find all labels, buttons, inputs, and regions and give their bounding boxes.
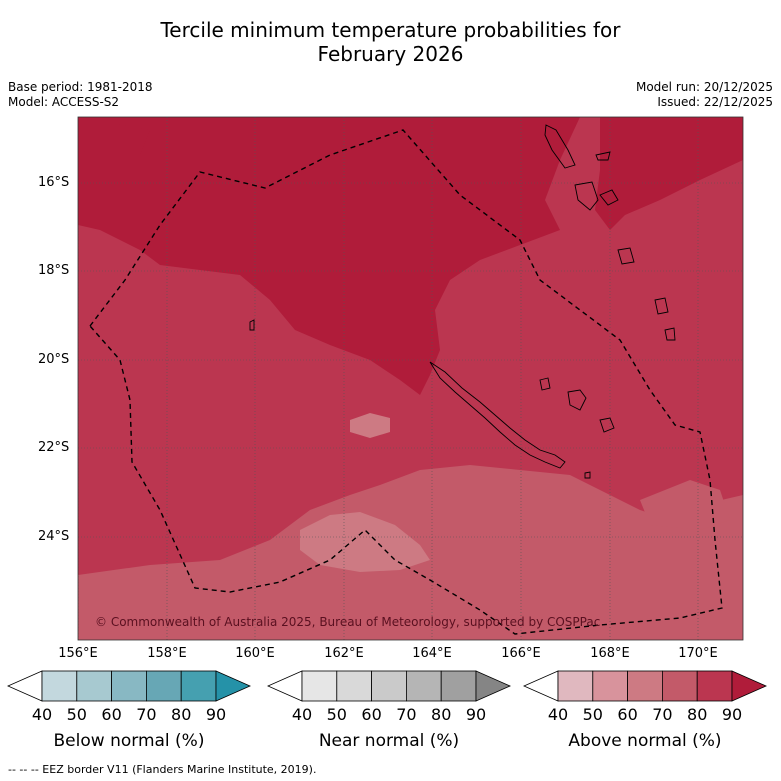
model-run-text: Model run: 20/12/2025 bbox=[635, 80, 773, 94]
colorbar-tick-label: 40 bbox=[31, 705, 53, 724]
latitude-label: 22°S bbox=[38, 440, 70, 455]
colorbar-segment bbox=[627, 670, 663, 702]
title-line-2: February 2026 bbox=[317, 42, 464, 66]
eez-legend-note: -- -- -- EEZ border V11 (Flanders Marine… bbox=[8, 763, 317, 776]
colorbar-max-extension bbox=[215, 670, 251, 702]
probability-field-90 bbox=[78, 117, 580, 395]
latitude-label: 24°S bbox=[38, 529, 70, 544]
vanuatu-efate bbox=[599, 189, 619, 206]
probability-field-90-east bbox=[595, 117, 743, 230]
colorbar-tick-label: 50 bbox=[66, 705, 87, 724]
colorbar-title: Above normal (%) bbox=[568, 731, 722, 751]
colorbar-tick-label: 80 bbox=[687, 705, 708, 724]
new-caledonia-outline bbox=[429, 361, 566, 469]
vanuatu-tanna bbox=[654, 297, 669, 315]
vanuatu-erromango bbox=[617, 247, 635, 265]
map-panel bbox=[78, 117, 743, 640]
loyalty-island-mare bbox=[599, 417, 615, 433]
colorbar-segment bbox=[557, 670, 594, 702]
colorbar-tick-label: 80 bbox=[171, 705, 192, 724]
longitude-label: 166°E bbox=[501, 646, 541, 661]
colorbar-min-extension bbox=[523, 670, 559, 702]
colorbar-segment bbox=[440, 670, 477, 702]
colorbar-title: Below normal (%) bbox=[53, 731, 205, 751]
colorbar-max-extension bbox=[731, 670, 767, 702]
latitude-label: 16°S bbox=[38, 175, 70, 190]
colorbar-segment bbox=[371, 670, 407, 702]
colorbar-tick-label: 90 bbox=[721, 705, 743, 724]
walpole-island bbox=[584, 471, 591, 479]
graticule bbox=[78, 117, 743, 640]
colorbar-tick-label: 70 bbox=[136, 705, 157, 724]
longitude-label: 156°E bbox=[58, 646, 98, 661]
colorbar-min-extension bbox=[267, 670, 303, 702]
colorbar-segment bbox=[592, 670, 628, 702]
issued-text: Issued: 22/12/2025 bbox=[657, 95, 773, 109]
vanuatu-espiritu-santo bbox=[544, 124, 576, 169]
colorbar-tick-label: 70 bbox=[652, 705, 673, 724]
probability-field-70-patch bbox=[640, 480, 730, 530]
longitude-label: 168°E bbox=[590, 646, 630, 661]
base-period-text: Base period: 1981-2018 bbox=[8, 80, 153, 94]
loyalty-island-lifou bbox=[567, 389, 587, 411]
colorbar-title: Near normal (%) bbox=[318, 731, 460, 751]
colorbar-near-normal bbox=[267, 670, 511, 702]
colorbar-tick-label: 90 bbox=[465, 705, 487, 724]
map-frame bbox=[77, 116, 744, 641]
latitude-label: 18°S bbox=[38, 263, 70, 278]
longitude-label: 164°E bbox=[412, 646, 452, 661]
vanuatu-aneityum bbox=[664, 327, 676, 341]
colorbar-segment bbox=[111, 670, 147, 702]
colorbar-segment bbox=[696, 670, 733, 702]
longitude-label: 160°E bbox=[235, 646, 275, 661]
longitude-label: 158°E bbox=[147, 646, 187, 661]
eez-border bbox=[89, 129, 723, 635]
colorbar-tick-label: 40 bbox=[291, 705, 313, 724]
colorbar-above-normal bbox=[523, 670, 767, 702]
colorbar-segment bbox=[41, 670, 78, 702]
colorbar-tick-label: 40 bbox=[547, 705, 569, 724]
colorbar-segment bbox=[301, 670, 338, 702]
chesterfield-islet bbox=[249, 319, 255, 331]
metadata-left: Base period: 1981-2018 Model: ACCESS-S2 bbox=[8, 80, 153, 110]
colorbar-tick-label: 50 bbox=[326, 705, 347, 724]
probability-field-60-small bbox=[350, 413, 390, 438]
colorbar-max-extension bbox=[475, 670, 511, 702]
colorbar-tick-label: 70 bbox=[396, 705, 417, 724]
colorbar-tick-label: 60 bbox=[101, 705, 122, 724]
title-line-1: Tercile minimum temperature probabilitie… bbox=[160, 18, 621, 42]
colorbar-tick-label: 90 bbox=[205, 705, 227, 724]
map-title: Tercile minimum temperature probabilitie… bbox=[0, 18, 781, 66]
longitude-label: 162°E bbox=[324, 646, 364, 661]
colorbar-tick-label: 60 bbox=[361, 705, 382, 724]
latitude-label: 20°S bbox=[38, 352, 70, 367]
longitude-label: 170°E bbox=[678, 646, 718, 661]
colorbar-segment bbox=[76, 670, 113, 702]
colorbar-segment bbox=[180, 670, 217, 702]
colorbar-segment bbox=[336, 670, 372, 702]
colorbar-tick-label: 80 bbox=[431, 705, 452, 724]
vanuatu-ambae bbox=[595, 151, 611, 161]
colorbar-tick-label: 50 bbox=[582, 705, 603, 724]
vanuatu-malekula bbox=[574, 181, 599, 211]
colorbar-segment bbox=[145, 670, 182, 702]
loyalty-island-ouvea bbox=[539, 377, 551, 391]
colorbar-segment bbox=[662, 670, 698, 702]
probability-field-90-west bbox=[78, 117, 150, 155]
colorbar-min-extension bbox=[7, 670, 43, 702]
colorbar-below-normal bbox=[7, 670, 251, 702]
model-text: Model: ACCESS-S2 bbox=[8, 95, 120, 109]
colorbar-segment bbox=[405, 670, 442, 702]
coastlines bbox=[249, 124, 676, 479]
metadata-right: Model run: 20/12/2025 Issued: 22/12/2025 bbox=[636, 80, 773, 110]
colorbar-tick-label: 60 bbox=[617, 705, 638, 724]
copyright-text: © Commonwealth of Australia 2025, Bureau… bbox=[95, 615, 600, 629]
